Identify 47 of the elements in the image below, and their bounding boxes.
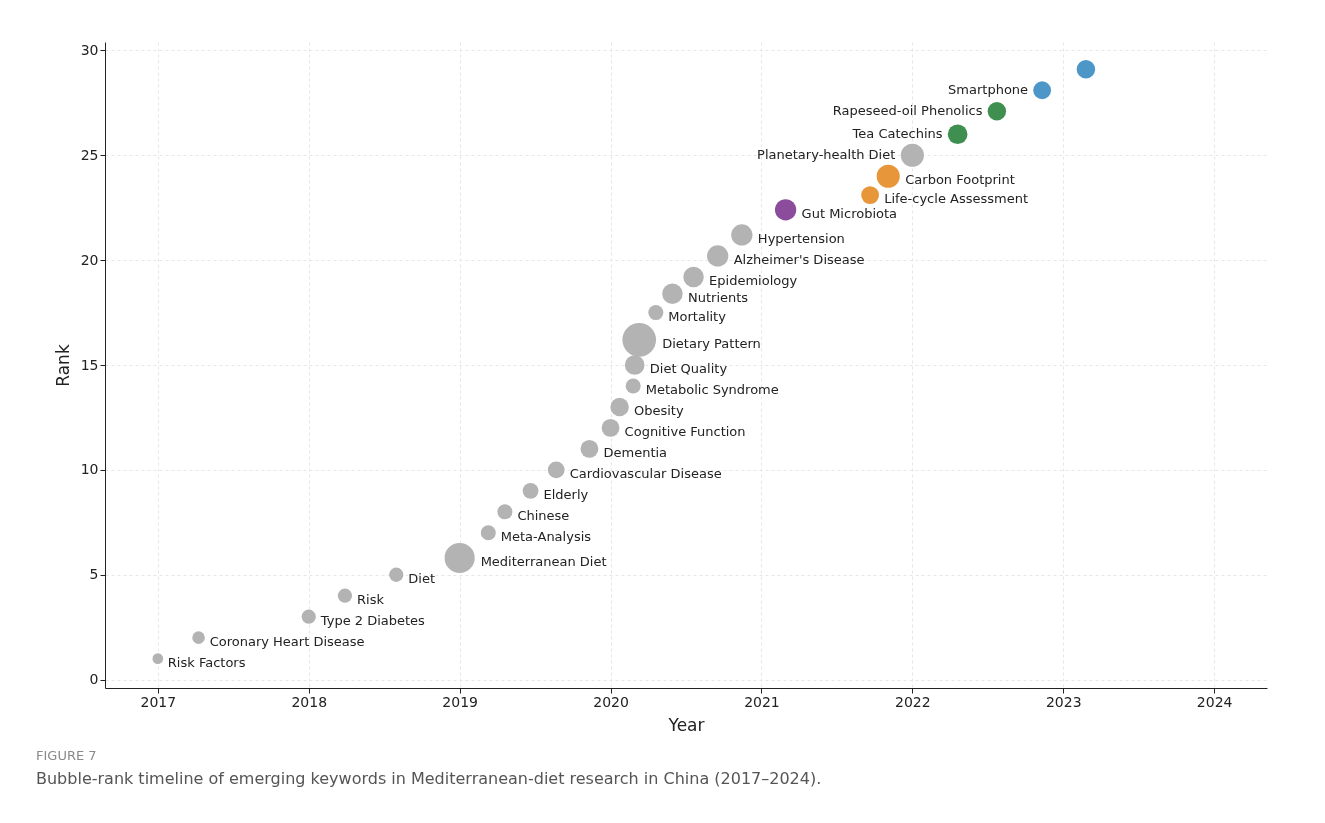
text: Bubble-rank timeline of emerging keywords in Mediterranean-diet research in China (2017–2024).: [36, 769, 822, 788]
annotation: Alzheimer's Disease: [733, 251, 865, 267]
x-tick-label: 2018: [291, 693, 328, 710]
annotation: Planetary-health Diet: [757, 147, 896, 163]
annotation: Mortality: [668, 308, 727, 324]
annotation: Dementia: [603, 444, 668, 460]
x-tick-label: 2019: [442, 693, 478, 710]
annotation: Epidemiology: [709, 272, 798, 288]
y-tick-label: 30: [80, 41, 99, 58]
x-tick-label: 2020: [593, 693, 629, 710]
y-tick-label: 5: [89, 566, 99, 583]
x-axis-title: Year: [667, 714, 705, 735]
annotation: Risk: [357, 591, 385, 607]
x-tick-label: 2024: [1196, 693, 1233, 710]
y-axis-title: Rank: [52, 344, 73, 387]
annotation: Cognitive Function: [624, 423, 746, 439]
annotation: Nutrients: [687, 289, 749, 305]
annotation: Chinese: [517, 507, 570, 523]
annotation: Gut Microbiota: [801, 205, 898, 221]
annotation: Diet: [408, 570, 436, 586]
annotation: Obesity: [634, 402, 684, 418]
annotation: Hypertension: [757, 230, 845, 246]
annotation: Meta-Analysis: [500, 528, 592, 544]
y-tick-label: 25: [80, 146, 99, 163]
annotation: Metabolic Syndrome: [645, 381, 779, 397]
annotation: Risk Factors: [167, 654, 246, 670]
annotation: Carbon Footprint: [905, 172, 1015, 188]
caption: FIGURE 7: [36, 748, 98, 763]
annotation: Diet Quality: [649, 361, 728, 376]
x-tick-label: 2017: [140, 693, 177, 710]
annotation: Life-cycle Assessment: [884, 191, 1029, 207]
annotation: Cardiovascular Disease: [569, 465, 722, 481]
y-tick-label: 15: [80, 356, 99, 373]
annotation: Rapeseed-oil Phenolics: [832, 103, 983, 119]
y-tick-label: 0: [89, 671, 99, 688]
x-tick-label: 2022: [895, 693, 931, 710]
annotation: Elderly: [543, 486, 589, 502]
x-tick-label: 2023: [1045, 693, 1082, 710]
annotation: Tea Catechins: [851, 126, 943, 142]
annotation: Coronary Heart Disease: [209, 633, 365, 649]
annotation: Dietary Pattern: [662, 335, 761, 351]
annotation: Mediterranean Diet: [480, 553, 607, 569]
x-tick-label: 2021: [744, 693, 780, 710]
annotation: Smartphone: [948, 82, 1029, 98]
y-tick-label: 10: [80, 461, 99, 478]
y-tick-label: 20: [80, 251, 99, 268]
annotation: Type 2 Diabetes: [319, 612, 426, 628]
